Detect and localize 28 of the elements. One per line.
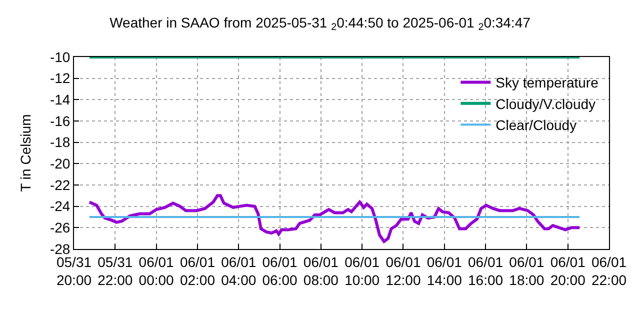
y-tick-label: -12 (50, 70, 70, 86)
y-tick-label: -20 (50, 156, 70, 172)
x-tick-label: 06/01 08:00 (303, 254, 339, 288)
x-tick-label: 06/01 14:00 (426, 254, 462, 288)
y-tick-label: -22 (50, 176, 70, 193)
legend-label: Clear/Cloudy (496, 117, 577, 134)
y-tick-label: -16 (50, 112, 70, 129)
x-tick-label: 06/01 04:00 (221, 254, 256, 288)
y-tick-label: -26 (50, 220, 70, 236)
x-tick-label: 06/01 22:00 (591, 254, 627, 288)
line-series (88, 194, 582, 244)
x-tick-label: 06/01 00:00 (138, 254, 174, 288)
y-tick-label: -10 (50, 48, 70, 65)
x-tick-label: 05/31 22:00 (98, 254, 133, 288)
x-tick-label: 06/01 16:00 (468, 254, 504, 288)
legend-label: Sky temperature (496, 74, 599, 91)
x-tick-label: 06/01 18:00 (509, 254, 544, 288)
y-tick-label: -24 (50, 198, 70, 214)
legend-label: Cloudy/V.cloudy (496, 96, 596, 112)
x-tick-label: 06/01 12:00 (386, 254, 421, 288)
y-tick-label: -14 (50, 92, 70, 108)
x-tick-label: 06/01 02:00 (180, 254, 216, 288)
x-tick-label: 06/01 10:00 (344, 254, 380, 288)
x-tick-label: 06/01 06:00 (262, 254, 298, 288)
y-axis-title: T in Celsium (18, 114, 34, 192)
x-tick-label: 06/01 20:00 (550, 254, 586, 288)
chart-title: Weather in SAAO from 2025-05-31 $_{2}$0:44:50 to 2025-06-01 $_{2}$0:34:47 (110, 14, 531, 34)
y-tick-label: -18 (50, 134, 70, 150)
